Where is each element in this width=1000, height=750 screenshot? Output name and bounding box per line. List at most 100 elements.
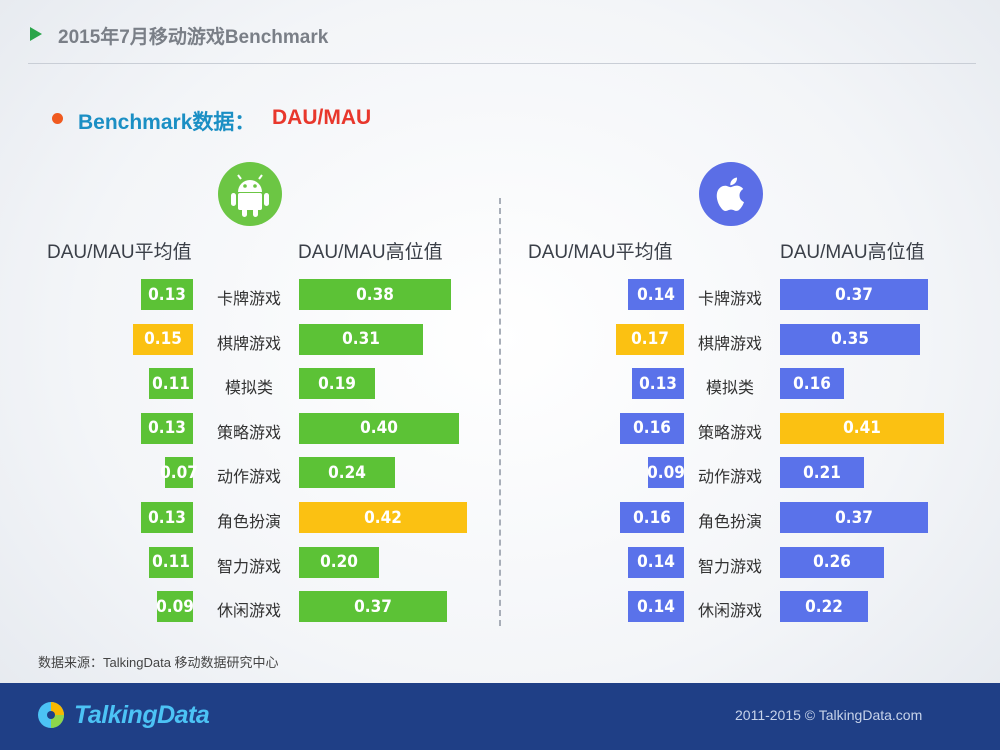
ios-avg-bar: 0.13 bbox=[632, 368, 684, 400]
android-avg-bar: 0.13 bbox=[141, 279, 193, 310]
title-bar: 2015年7月移动游戏Benchmark bbox=[0, 0, 1000, 64]
title-divider bbox=[28, 63, 976, 64]
android-category-label: 角色扮演 bbox=[216, 514, 281, 531]
android-category-label: 休闲游戏 bbox=[216, 603, 281, 621]
ios-high-value-label: 0.37 bbox=[835, 284, 873, 305]
ios-high-value-label: 0.37 bbox=[835, 507, 873, 528]
ios-high-header: DAU/MAU高位值 bbox=[780, 242, 925, 263]
android-avg-bar: 0.15 bbox=[133, 323, 193, 355]
data-source-note: 数据来源：TalkingData 移动数据研究中心 bbox=[38, 655, 279, 670]
ios-high-value-label: 0.41 bbox=[843, 418, 881, 439]
ios-high-bar: 0.37 bbox=[780, 279, 928, 310]
android-high-value-label: 0.38 bbox=[356, 284, 394, 305]
logo-text: TalkingData bbox=[74, 700, 210, 729]
ios-avg-value-label: 0.17 bbox=[631, 329, 669, 350]
subtitle-metric: DAU/MAU bbox=[272, 106, 372, 129]
android-high-bar: 0.19 bbox=[299, 368, 375, 400]
android-avg-value-label: 0.11 bbox=[152, 552, 190, 573]
android-high-bar: 0.40 bbox=[299, 412, 459, 444]
android-high-bar: 0.31 bbox=[299, 323, 423, 355]
ios-avg-bar: 0.16 bbox=[620, 502, 684, 533]
apple-icon bbox=[699, 162, 763, 226]
subtitle-label: Benchmark数据： bbox=[78, 111, 256, 134]
ios-avg-value-label: 0.13 bbox=[639, 373, 677, 394]
android-avg-bar: 0.07 bbox=[160, 457, 198, 489]
ios-category-label: 策略游戏 bbox=[697, 424, 762, 442]
ios-high-value-label: 0.35 bbox=[831, 329, 869, 350]
android-avg-value-label: 0.13 bbox=[148, 507, 186, 528]
android-high-value-label: 0.40 bbox=[360, 418, 398, 439]
android-category-label: 模拟类 bbox=[224, 380, 273, 398]
talkingdata-logo-icon bbox=[38, 702, 64, 728]
android-avg-bar: 0.11 bbox=[149, 368, 193, 400]
ios-high-value-label: 0.16 bbox=[793, 373, 831, 394]
android-avg-value-label: 0.13 bbox=[148, 284, 186, 305]
android-high-bar: 0.20 bbox=[299, 546, 379, 578]
android-high-value-label: 0.24 bbox=[328, 462, 366, 483]
android-avg-value-label: 0.15 bbox=[144, 329, 182, 350]
android-icon bbox=[218, 162, 282, 226]
android-category-label: 动作游戏 bbox=[216, 469, 281, 487]
ios-high-value-label: 0.26 bbox=[813, 552, 851, 573]
android-avg-value-label: 0.11 bbox=[152, 373, 190, 394]
ios-category-label: 智力游戏 bbox=[697, 558, 762, 576]
ios-category-label: 休闲游戏 bbox=[697, 603, 762, 621]
android-high-bar: 0.42 bbox=[299, 502, 467, 533]
ios-avg-header: DAU/MAU平均值 bbox=[528, 242, 673, 263]
ios-high-bar: 0.35 bbox=[780, 323, 920, 355]
ios-high-bar: 0.22 bbox=[780, 591, 868, 623]
ios-high-bar: 0.37 bbox=[780, 502, 928, 533]
bullet-dot-icon bbox=[52, 113, 63, 124]
android-category-label: 策略游戏 bbox=[216, 424, 281, 442]
android-high-bar: 0.37 bbox=[299, 591, 447, 623]
ios-high-bar: 0.26 bbox=[780, 546, 884, 578]
ios-high-value-label: 0.21 bbox=[803, 462, 841, 483]
ios-high-value-label: 0.22 bbox=[805, 596, 843, 617]
android-avg-value-label: 0.13 bbox=[148, 418, 186, 439]
ios-high-bar: 0.21 bbox=[780, 457, 864, 489]
android-category-label: 棋牌游戏 bbox=[216, 335, 281, 353]
ios-high-bar: 0.41 bbox=[780, 412, 944, 444]
ios-avg-value-label: 0.14 bbox=[637, 552, 675, 573]
android-high-value-label: 0.37 bbox=[354, 596, 392, 617]
ios-category-label: 模拟类 bbox=[705, 380, 754, 398]
android-avg-header: DAU/MAU平均值 bbox=[47, 242, 192, 263]
ios-avg-bar: 0.16 bbox=[620, 412, 684, 444]
ios-avg-bar: 0.14 bbox=[628, 279, 684, 310]
ios-high-bar: 0.16 bbox=[780, 368, 844, 400]
android-avg-value-label: 0.09 bbox=[156, 596, 194, 617]
android-category-label: 智力游戏 bbox=[216, 558, 281, 576]
ios-avg-bar: 0.14 bbox=[628, 591, 684, 623]
ios-avg-value-label: 0.09 bbox=[647, 462, 685, 483]
android-high-value-label: 0.42 bbox=[364, 507, 402, 528]
ios-avg-value-label: 0.14 bbox=[637, 284, 675, 305]
android-avg-bar: 0.11 bbox=[149, 546, 193, 578]
ios-category-label: 动作游戏 bbox=[697, 469, 762, 487]
page-title: 2015年7月移动游戏Benchmark bbox=[58, 27, 329, 48]
talkingdata-logo: TalkingData bbox=[36, 700, 210, 730]
footer-bar bbox=[0, 683, 1000, 750]
ios-avg-bar: 0.14 bbox=[628, 546, 684, 578]
ios-avg-value-label: 0.16 bbox=[633, 507, 671, 528]
android-high-value-label: 0.19 bbox=[318, 373, 356, 394]
android-high-header: DAU/MAU高位值 bbox=[298, 242, 443, 263]
ios-avg-bar: 0.17 bbox=[616, 323, 684, 355]
android-avg-value-label: 0.07 bbox=[160, 462, 198, 483]
platform-divider bbox=[499, 198, 501, 626]
android-category-label: 卡牌游戏 bbox=[216, 291, 281, 308]
ios-avg-bar: 0.09 bbox=[647, 457, 685, 489]
android-avg-bar: 0.13 bbox=[141, 412, 193, 444]
copyright: 2011-2015 © TalkingData.com bbox=[735, 707, 923, 723]
android-avg-bar: 0.13 bbox=[141, 502, 193, 533]
ios-category-label: 棋牌游戏 bbox=[697, 335, 762, 353]
ios-category-label: 角色扮演 bbox=[697, 514, 762, 531]
ios-avg-value-label: 0.14 bbox=[637, 596, 675, 617]
ios-category-label: 卡牌游戏 bbox=[697, 291, 762, 308]
android-avg-bar: 0.09 bbox=[156, 591, 194, 623]
play-arrow-icon bbox=[30, 27, 42, 41]
android-high-value-label: 0.20 bbox=[320, 552, 358, 573]
android-high-value-label: 0.31 bbox=[342, 329, 380, 350]
android-high-bar: 0.24 bbox=[299, 457, 395, 489]
android-high-bar: 0.38 bbox=[299, 279, 451, 310]
ios-avg-value-label: 0.16 bbox=[633, 418, 671, 439]
